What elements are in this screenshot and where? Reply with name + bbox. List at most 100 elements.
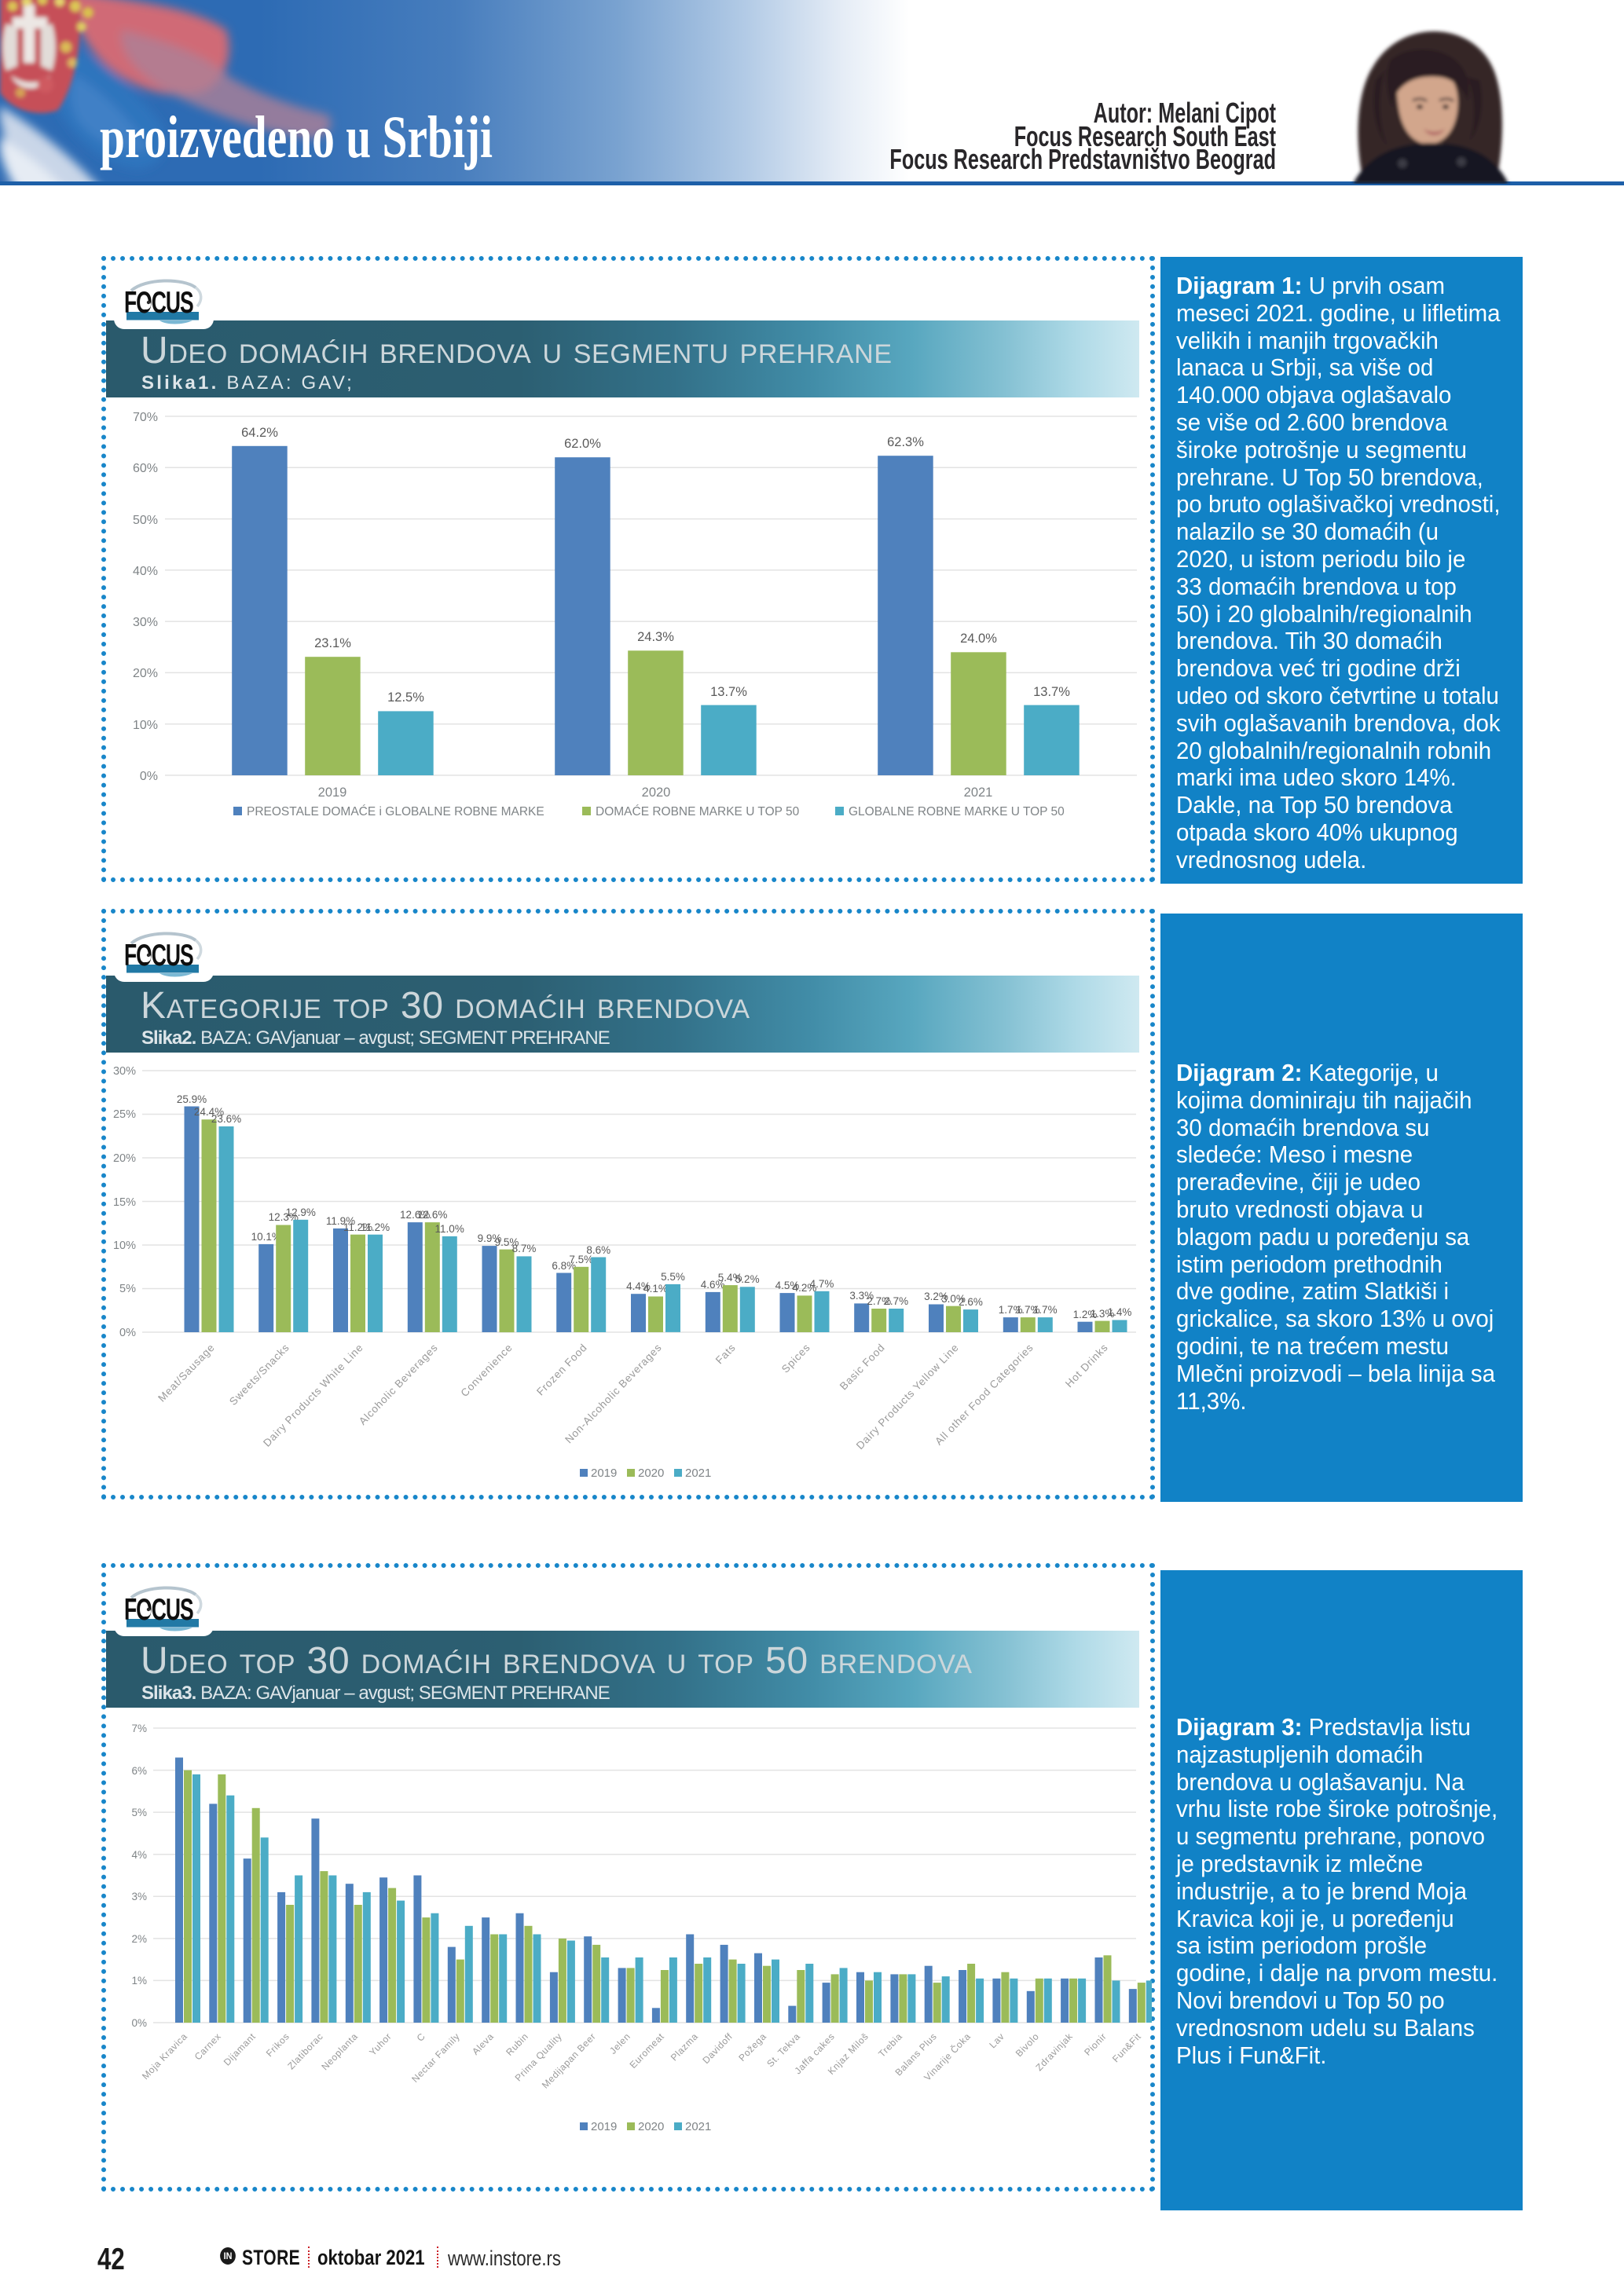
svg-text:10%: 10% [113, 1240, 136, 1252]
svg-text:Sweets/Snacks: Sweets/Snacks [227, 1342, 291, 1408]
svg-text:Euromeat: Euromeat [628, 2031, 667, 2071]
svg-text:12.6%: 12.6% [400, 1209, 430, 1221]
svg-text:9.5%: 9.5% [495, 1236, 519, 1248]
svg-text:Yuhor: Yuhor [367, 2031, 394, 2057]
svg-text:2021: 2021 [685, 1467, 711, 1480]
svg-text:5.4%: 5.4% [718, 1272, 742, 1283]
svg-text:Basic Food: Basic Food [838, 1342, 887, 1393]
svg-text:Aleva: Aleva [470, 2031, 496, 2056]
svg-text:Trebia: Trebia [876, 2031, 904, 2059]
svg-text:Pionir: Pionir [1082, 2031, 1109, 2057]
svg-text:2.7%: 2.7% [867, 1295, 891, 1307]
svg-text:2020: 2020 [638, 2120, 664, 2133]
svg-text:3%: 3% [131, 1891, 147, 1902]
svg-text:6%: 6% [131, 1765, 147, 1777]
svg-text:15%: 15% [113, 1196, 136, 1209]
svg-text:30%: 30% [133, 616, 158, 629]
svg-text:1.2%: 1.2% [1073, 1309, 1098, 1320]
svg-text:4.7%: 4.7% [810, 1278, 834, 1290]
svg-text:2019: 2019 [591, 1467, 617, 1480]
svg-text:2021: 2021 [685, 2120, 711, 2133]
svg-text:4.4%: 4.4% [626, 1280, 651, 1292]
svg-text:Fun&Fit: Fun&Fit [1110, 2031, 1143, 2064]
svg-text:2.6%: 2.6% [959, 1296, 983, 1308]
svg-text:4.2%: 4.2% [793, 1282, 817, 1294]
svg-text:1%: 1% [131, 1975, 147, 1987]
svg-text:DOMAĆE ROBNE MARKE U TOP 50: DOMAĆE ROBNE MARKE U TOP 50 [596, 805, 800, 818]
svg-text:PREOSTALE DOMAĆE i GLOBALNE RO: PREOSTALE DOMAĆE i GLOBALNE ROBNE MARKE [247, 805, 544, 818]
svg-text:13.7%: 13.7% [710, 685, 747, 699]
svg-text:3.0%: 3.0% [941, 1293, 966, 1305]
svg-text:20%: 20% [133, 667, 158, 680]
svg-text:7%: 7% [131, 1723, 147, 1734]
svg-text:0%: 0% [140, 770, 158, 783]
svg-text:2%: 2% [131, 1933, 147, 1945]
svg-text:GLOBALNE ROBNE MARKE U TOP 50: GLOBALNE ROBNE MARKE U TOP 50 [849, 805, 1065, 818]
svg-text:2020: 2020 [642, 785, 671, 800]
svg-text:Convenience: Convenience [459, 1342, 515, 1399]
svg-text:2020: 2020 [638, 1467, 664, 1480]
svg-text:30%: 30% [113, 1065, 136, 1078]
svg-text:40%: 40% [133, 565, 158, 578]
svg-text:Spices: Spices [779, 1342, 812, 1375]
svg-text:11.2%: 11.2% [343, 1221, 372, 1233]
svg-text:23.6%: 23.6% [211, 1113, 241, 1125]
svg-text:25.9%: 25.9% [177, 1093, 207, 1105]
svg-text:Plazma: Plazma [669, 2031, 700, 2063]
svg-text:0%: 0% [119, 1327, 136, 1339]
svg-text:1.7%: 1.7% [1033, 1304, 1058, 1316]
svg-text:20%: 20% [113, 1152, 136, 1165]
svg-text:FOCUS: FOCUS [124, 286, 193, 320]
svg-text:Dijamant: Dijamant [222, 2031, 258, 2067]
svg-text:Hot Drinks: Hot Drinks [1063, 1342, 1110, 1390]
svg-text:Davidoff: Davidoff [700, 2031, 735, 2066]
svg-text:24.3%: 24.3% [637, 630, 674, 644]
svg-text:64.2%: 64.2% [241, 426, 278, 440]
svg-text:Bivolo: Bivolo [1014, 2031, 1041, 2059]
svg-text:5%: 5% [119, 1283, 136, 1295]
svg-text:8.6%: 8.6% [586, 1244, 610, 1256]
svg-text:Meat/Sausage: Meat/Sausage [156, 1342, 217, 1404]
svg-text:2019: 2019 [318, 785, 347, 800]
svg-text:Rubin: Rubin [504, 2031, 530, 2057]
svg-text:Neoplanta: Neoplanta [319, 2031, 360, 2072]
svg-text:Moja Kravica: Moja Kravica [140, 2031, 189, 2082]
svg-text:1.4%: 1.4% [1108, 1306, 1132, 1318]
svg-text:Frozen Food: Frozen Food [534, 1342, 589, 1398]
svg-text:1.3%: 1.3% [1091, 1308, 1115, 1320]
svg-text:50%: 50% [133, 514, 158, 527]
svg-text:4.6%: 4.6% [701, 1279, 725, 1291]
svg-text:2021: 2021 [964, 785, 993, 800]
svg-text:5.2%: 5.2% [735, 1273, 760, 1285]
svg-text:4.5%: 4.5% [775, 1280, 800, 1291]
svg-text:0%: 0% [131, 2017, 147, 2029]
svg-text:11.2%: 11.2% [361, 1221, 390, 1233]
svg-text:FOCUS: FOCUS [124, 1593, 193, 1627]
svg-text:Fats: Fats [713, 1342, 738, 1367]
svg-text:12.6%: 12.6% [417, 1209, 447, 1221]
svg-text:8.7%: 8.7% [512, 1243, 537, 1254]
svg-text:7.5%: 7.5% [569, 1254, 593, 1265]
svg-text:11.9%: 11.9% [326, 1215, 355, 1227]
svg-text:Frikos: Frikos [264, 2031, 291, 2059]
svg-text:62.3%: 62.3% [887, 435, 924, 449]
svg-text:12.5%: 12.5% [387, 690, 424, 705]
svg-text:3.2%: 3.2% [924, 1291, 948, 1302]
svg-text:12.3%: 12.3% [269, 1211, 299, 1223]
svg-text:1.7%: 1.7% [999, 1304, 1023, 1316]
svg-text:2019: 2019 [591, 2120, 617, 2133]
svg-text:FOCUS: FOCUS [124, 939, 193, 972]
svg-text:10.1%: 10.1% [251, 1231, 281, 1243]
svg-text:24.0%: 24.0% [960, 632, 997, 646]
svg-text:70%: 70% [133, 411, 158, 424]
svg-text:6.8%: 6.8% [552, 1260, 576, 1272]
svg-text:Lav: Lav [987, 2031, 1006, 2050]
svg-text:2.7%: 2.7% [884, 1295, 908, 1307]
svg-text:4.1%: 4.1% [643, 1283, 668, 1294]
svg-text:Zdravinjak: Zdravinjak [1033, 2031, 1075, 2073]
svg-text:11.0%: 11.0% [435, 1223, 464, 1235]
svg-text:23.1%: 23.1% [314, 636, 351, 650]
svg-text:60%: 60% [133, 462, 158, 475]
svg-text:5.5%: 5.5% [661, 1271, 685, 1283]
svg-text:proizvedeno u Srbiji: proizvedeno u Srbiji [100, 104, 493, 170]
